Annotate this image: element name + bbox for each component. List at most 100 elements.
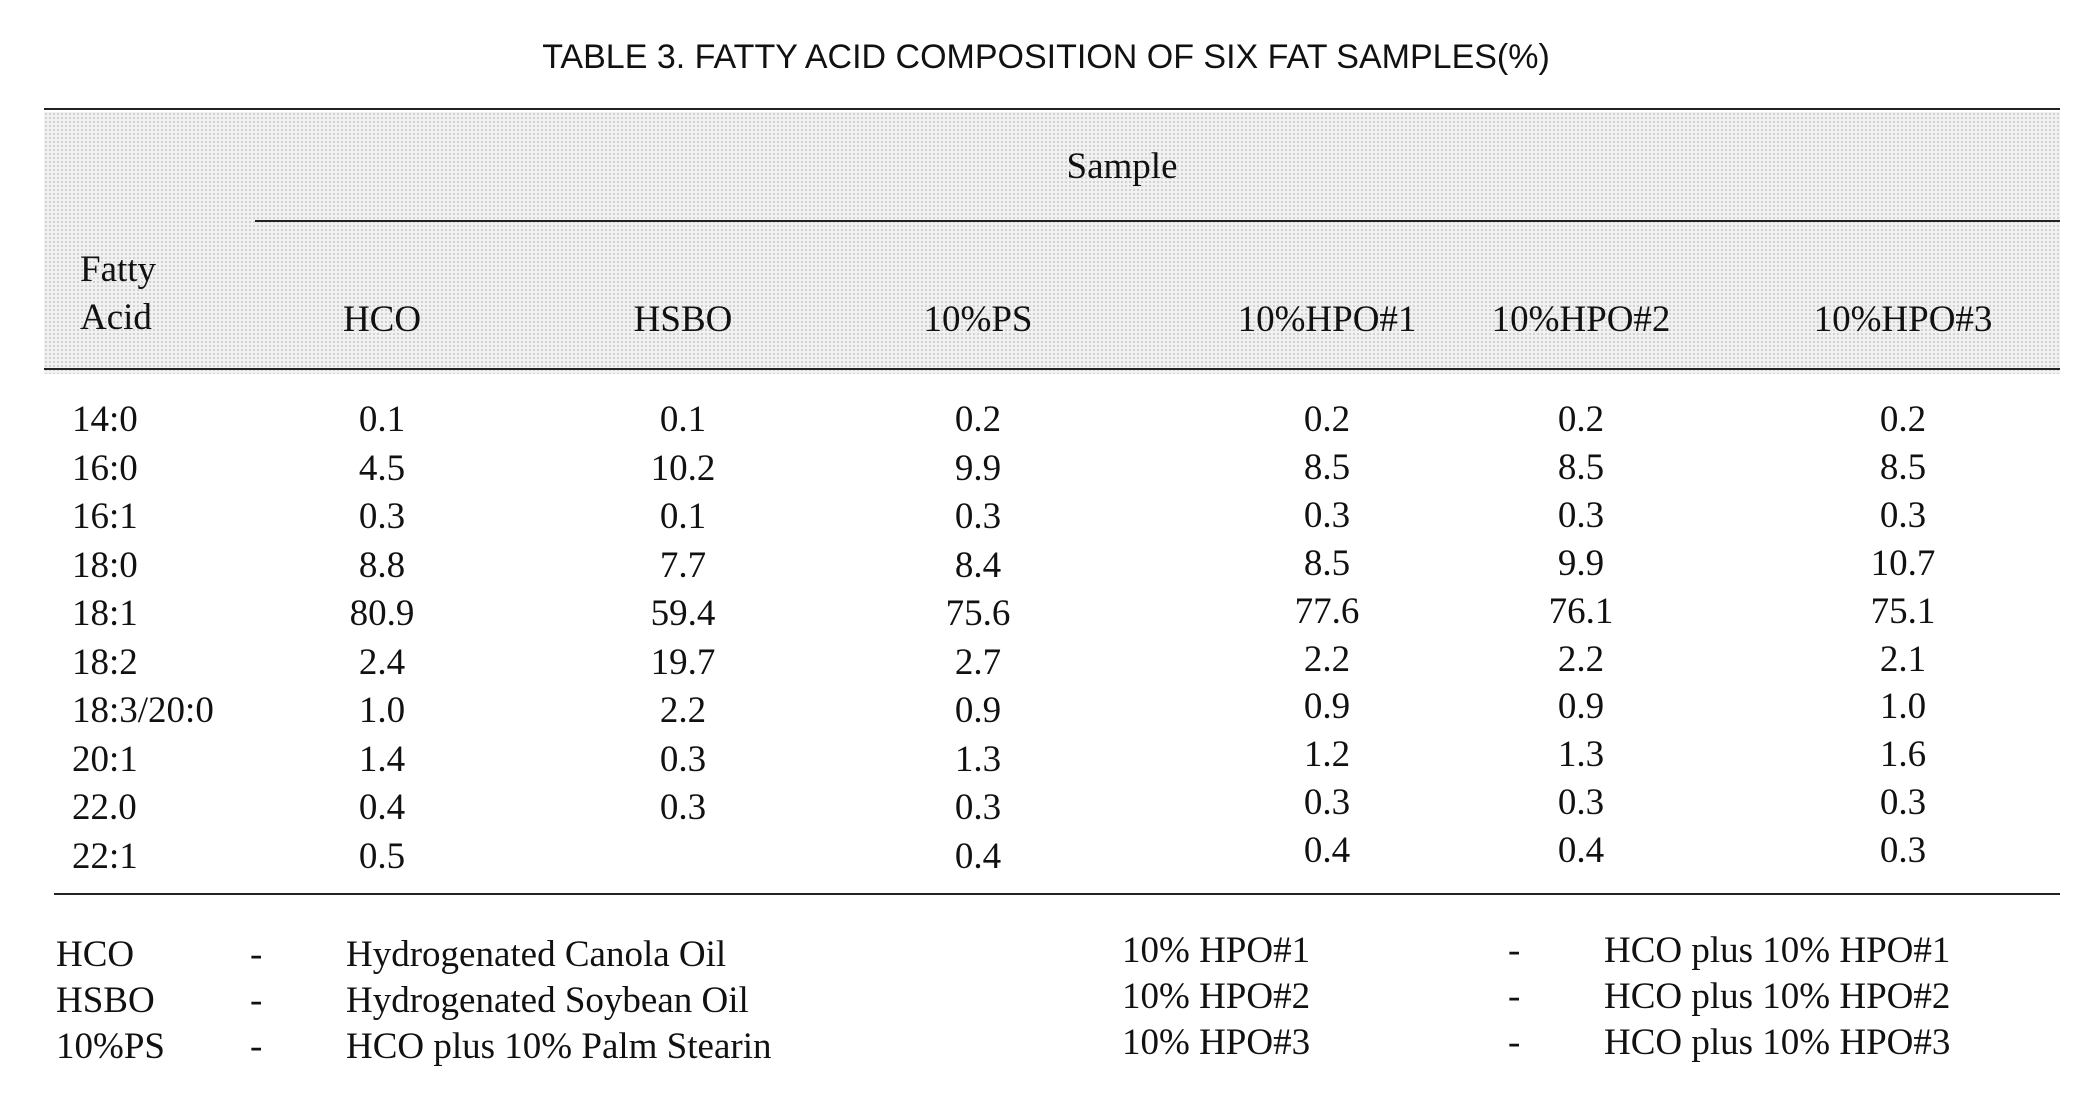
column-header: 10%HPO#3: [1813, 299, 1993, 340]
cell-value: 80.9: [349, 593, 415, 634]
cell-value: 8.4: [954, 544, 1002, 586]
cell-value: 0.2: [1303, 399, 1351, 440]
cell-value: 0.1: [659, 496, 707, 537]
cell-value: 4.5: [358, 447, 406, 489]
legend-text: HCO plus 10% HPO#3: [1604, 1022, 1951, 1063]
column-header: HSBO: [633, 299, 733, 340]
cell-value: 0.9: [1303, 686, 1351, 728]
cell-value: 0.2: [954, 399, 1002, 440]
cell-value: 10.7: [1870, 542, 1936, 584]
column-header: 10%PS: [923, 299, 1033, 340]
cell-value: 0.1: [659, 399, 707, 440]
cell-value: 0.4: [954, 835, 1002, 877]
cell-value: 0.1: [358, 399, 406, 440]
cell-value: 1.3: [954, 738, 1002, 780]
cell-value: 10.2: [650, 447, 716, 489]
header-shading: [44, 112, 2060, 374]
cell-value: 59.4: [650, 593, 716, 634]
row-label: 18:2: [72, 641, 138, 683]
cell-value: 1.0: [1879, 686, 1927, 728]
legend-text: HCO plus 10% HPO#2: [1604, 976, 1951, 1017]
cell-value: 75.1: [1870, 590, 1936, 632]
legend-sep: -: [1508, 1022, 1521, 1063]
cell-value: 9.9: [1557, 542, 1605, 584]
cell-value: 0.4: [1557, 830, 1605, 872]
column-header: HCO: [342, 299, 422, 340]
cell-value: 8.8: [358, 544, 406, 586]
cell-value: 2.2: [659, 690, 707, 731]
table-title: TABLE 3. FATTY ACID COMPOSITION OF SIX F…: [542, 38, 1550, 76]
cell-value: 0.3: [1879, 830, 1927, 872]
cell-value: 0.3: [659, 787, 707, 828]
row-label: 18:1: [72, 593, 138, 634]
legend-abbr: 10% HPO#2: [1122, 976, 1311, 1017]
cell-value: 77.6: [1294, 590, 1360, 632]
cell-value: 2.2: [1557, 638, 1605, 680]
legend-sep: -: [250, 934, 263, 975]
cell-value: 75.6: [945, 593, 1011, 634]
cell-value: 1.3: [1557, 734, 1605, 776]
cell-value: 7.7: [659, 544, 707, 586]
cell-value: 9.9: [954, 447, 1002, 489]
cell-value: 0.2: [1879, 399, 1927, 440]
cell-value: 1.6: [1879, 734, 1927, 776]
cell-value: 76.1: [1548, 590, 1614, 632]
legend-text: HCO plus 10% HPO#1: [1604, 930, 1951, 971]
cell-value: 0.4: [358, 787, 406, 828]
cell-value: 8.5: [1303, 542, 1351, 584]
cell-value: 0.3: [1557, 494, 1605, 536]
legend-abbr: HSBO: [56, 980, 155, 1021]
legend-abbr: HCO: [56, 934, 135, 975]
legend-sep: -: [1508, 976, 1521, 1017]
column-header: 10%HPO#2: [1491, 299, 1671, 340]
row-header: Fatty Acid: [80, 249, 157, 338]
legend-text: HCO plus 10% Palm Stearin: [346, 1026, 772, 1067]
row-label: 22:1: [72, 835, 138, 877]
top-rule: [44, 108, 2060, 110]
cell-value: 8.5: [1303, 446, 1351, 488]
cell-value: 0.3: [358, 496, 406, 537]
group-rule: [255, 220, 2060, 222]
cell-value: 8.5: [1879, 446, 1927, 488]
cell-value: 0.3: [1879, 494, 1927, 536]
column-header: 10%HPO#1: [1237, 299, 1417, 340]
cell-value: 1.4: [358, 738, 406, 780]
header-rule: [44, 368, 2060, 370]
cell-value: 2.7: [954, 641, 1002, 683]
legend-sep: -: [1508, 930, 1521, 971]
cell-value: 0.4: [1303, 830, 1351, 872]
row-label: 14:0: [72, 399, 138, 440]
row-label: 20:1: [72, 738, 138, 780]
row-label: 18:3/20:0: [72, 690, 214, 731]
cell-value: 1.2: [1303, 734, 1351, 776]
cell-value: 0.3: [954, 496, 1002, 537]
cell-value: 0.3: [659, 738, 707, 780]
cell-value: 2.2: [1303, 638, 1351, 680]
cell-value: 19.7: [650, 641, 716, 683]
legend-text: Hydrogenated Soybean Oil: [346, 980, 749, 1021]
cell-value: 0.3: [1557, 782, 1605, 824]
group-header: Sample: [1066, 146, 1178, 187]
cell-value: 0.9: [1557, 686, 1605, 728]
row-label: 18:0: [72, 544, 138, 586]
legend-text: Hydrogenated Canola Oil: [346, 934, 727, 975]
legend-abbr: 10% HPO#3: [1122, 1022, 1311, 1063]
cell-value: 2.4: [358, 641, 406, 683]
bottom-rule: [54, 893, 2060, 895]
row-label: 16:1: [72, 496, 138, 537]
legend-sep: -: [250, 980, 263, 1021]
cell-value: 0.3: [954, 787, 1002, 828]
row-label: 22.0: [72, 787, 137, 828]
row-label: 16:0: [72, 447, 138, 489]
cell-value: 0.3: [1879, 782, 1927, 824]
cell-value: 2.1: [1879, 638, 1927, 680]
cell-value: 0.9: [954, 690, 1002, 731]
legend-abbr: 10% HPO#1: [1122, 930, 1311, 971]
cell-value: 0.2: [1557, 399, 1605, 440]
cell-value: 0.5: [358, 835, 406, 877]
cell-value: 1.0: [358, 690, 406, 731]
legend-sep: -: [250, 1026, 263, 1067]
cell-value: 0.3: [1303, 494, 1351, 536]
cell-value: 0.3: [1303, 782, 1351, 824]
